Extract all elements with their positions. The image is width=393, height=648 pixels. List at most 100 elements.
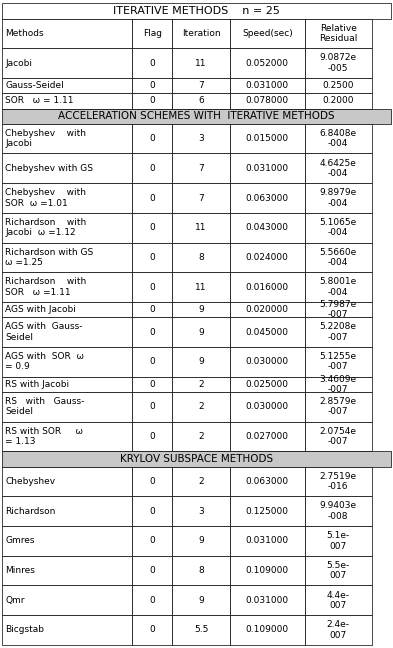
Bar (132, 556, 173, 585)
Bar (230, 526, 305, 556)
Text: Methods: Methods (5, 29, 44, 38)
Text: 0.031000: 0.031000 (246, 81, 289, 90)
Text: 0.2500: 0.2500 (322, 81, 354, 90)
Text: Richardson    with
SOR   ω =1.11: Richardson with SOR ω =1.11 (5, 277, 86, 297)
Bar (132, 302, 173, 318)
Text: Bicgstab: Bicgstab (5, 625, 44, 634)
Bar (132, 526, 173, 556)
Bar (230, 556, 305, 585)
Text: 4.4e-
007: 4.4e- 007 (327, 590, 350, 610)
Bar (173, 213, 230, 242)
Bar (132, 392, 173, 422)
Bar (305, 556, 372, 585)
Text: 0.052000: 0.052000 (246, 58, 289, 67)
Bar (132, 318, 173, 347)
Text: RS with Jacobi: RS with Jacobi (5, 380, 69, 389)
Bar (2, 392, 132, 422)
Text: 5.7987e
-007: 5.7987e -007 (320, 300, 357, 319)
Text: 0: 0 (149, 432, 155, 441)
Bar (230, 467, 305, 496)
Bar (173, 154, 230, 183)
Text: Chebyshev: Chebyshev (5, 477, 55, 486)
Bar (173, 93, 230, 108)
Bar (132, 124, 173, 154)
Text: 0: 0 (149, 380, 155, 389)
Bar (132, 585, 173, 615)
Bar (132, 422, 173, 451)
Bar (305, 183, 372, 213)
Bar (305, 19, 372, 48)
Text: 3: 3 (198, 507, 204, 516)
Text: Gmres: Gmres (5, 537, 35, 546)
Text: ITERATIVE METHODS    n = 25: ITERATIVE METHODS n = 25 (113, 6, 280, 16)
Bar (2, 347, 132, 376)
Bar (305, 78, 372, 93)
Bar (2, 526, 132, 556)
Bar (173, 78, 230, 93)
Bar (173, 302, 230, 318)
Text: 0.078000: 0.078000 (246, 97, 289, 106)
Bar (305, 242, 372, 272)
Text: 9: 9 (198, 305, 204, 314)
Bar (2, 78, 132, 93)
Text: AGS with Jacobi: AGS with Jacobi (5, 305, 76, 314)
Text: 9: 9 (198, 596, 204, 605)
Text: 9.9403e
-008: 9.9403e -008 (320, 502, 357, 521)
Text: 0: 0 (149, 194, 155, 203)
Bar (173, 615, 230, 645)
Bar (173, 242, 230, 272)
Text: Chebyshev    with
SOR  ω =1.01: Chebyshev with SOR ω =1.01 (5, 189, 86, 208)
Text: 2.4e-
007: 2.4e- 007 (327, 620, 350, 640)
Text: 0.030000: 0.030000 (246, 357, 289, 366)
Bar (173, 376, 230, 392)
Text: Relative
Residual: Relative Residual (319, 24, 357, 43)
Text: 0.031000: 0.031000 (246, 537, 289, 546)
Bar (173, 48, 230, 78)
Bar (230, 213, 305, 242)
Text: Iteration: Iteration (182, 29, 220, 38)
Text: 0: 0 (149, 283, 155, 292)
Text: Flag: Flag (143, 29, 162, 38)
Bar (230, 242, 305, 272)
Bar (230, 318, 305, 347)
Bar (132, 376, 173, 392)
Bar (2, 213, 132, 242)
Bar (2, 19, 132, 48)
Text: 0: 0 (149, 97, 155, 106)
Bar (230, 19, 305, 48)
Bar (132, 93, 173, 108)
Text: 0: 0 (149, 253, 155, 262)
Text: 3: 3 (198, 134, 204, 143)
Text: 0.015000: 0.015000 (246, 134, 289, 143)
Bar (2, 422, 132, 451)
Text: AGS with  Gauss-
Seidel: AGS with Gauss- Seidel (5, 323, 83, 341)
Text: 2: 2 (198, 432, 204, 441)
Text: 2: 2 (198, 380, 204, 389)
Text: 0.025000: 0.025000 (246, 380, 289, 389)
Text: 0: 0 (149, 596, 155, 605)
Bar (305, 124, 372, 154)
Text: 0: 0 (149, 305, 155, 314)
Text: 0.125000: 0.125000 (246, 507, 289, 516)
Text: 9: 9 (198, 357, 204, 366)
Text: 0.063000: 0.063000 (246, 194, 289, 203)
Bar (173, 318, 230, 347)
Bar (305, 93, 372, 108)
Text: Richardson    with
Jacobi  ω =1.12: Richardson with Jacobi ω =1.12 (5, 218, 86, 237)
Text: 8: 8 (198, 566, 204, 575)
Text: 0.109000: 0.109000 (246, 625, 289, 634)
Bar (2, 48, 132, 78)
Bar (132, 242, 173, 272)
Bar (2, 124, 132, 154)
Bar (2, 108, 391, 124)
Bar (173, 422, 230, 451)
Text: 11: 11 (195, 58, 207, 67)
Bar (2, 556, 132, 585)
Text: Gauss-Seidel: Gauss-Seidel (5, 81, 64, 90)
Bar (305, 496, 372, 526)
Text: 0.045000: 0.045000 (246, 328, 289, 336)
Text: 0.030000: 0.030000 (246, 402, 289, 411)
Bar (230, 183, 305, 213)
Text: 6: 6 (198, 97, 204, 106)
Text: 11: 11 (195, 283, 207, 292)
